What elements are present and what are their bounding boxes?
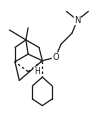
Text: H: H: [34, 67, 40, 76]
Text: N: N: [74, 16, 81, 25]
Text: O: O: [52, 53, 59, 62]
